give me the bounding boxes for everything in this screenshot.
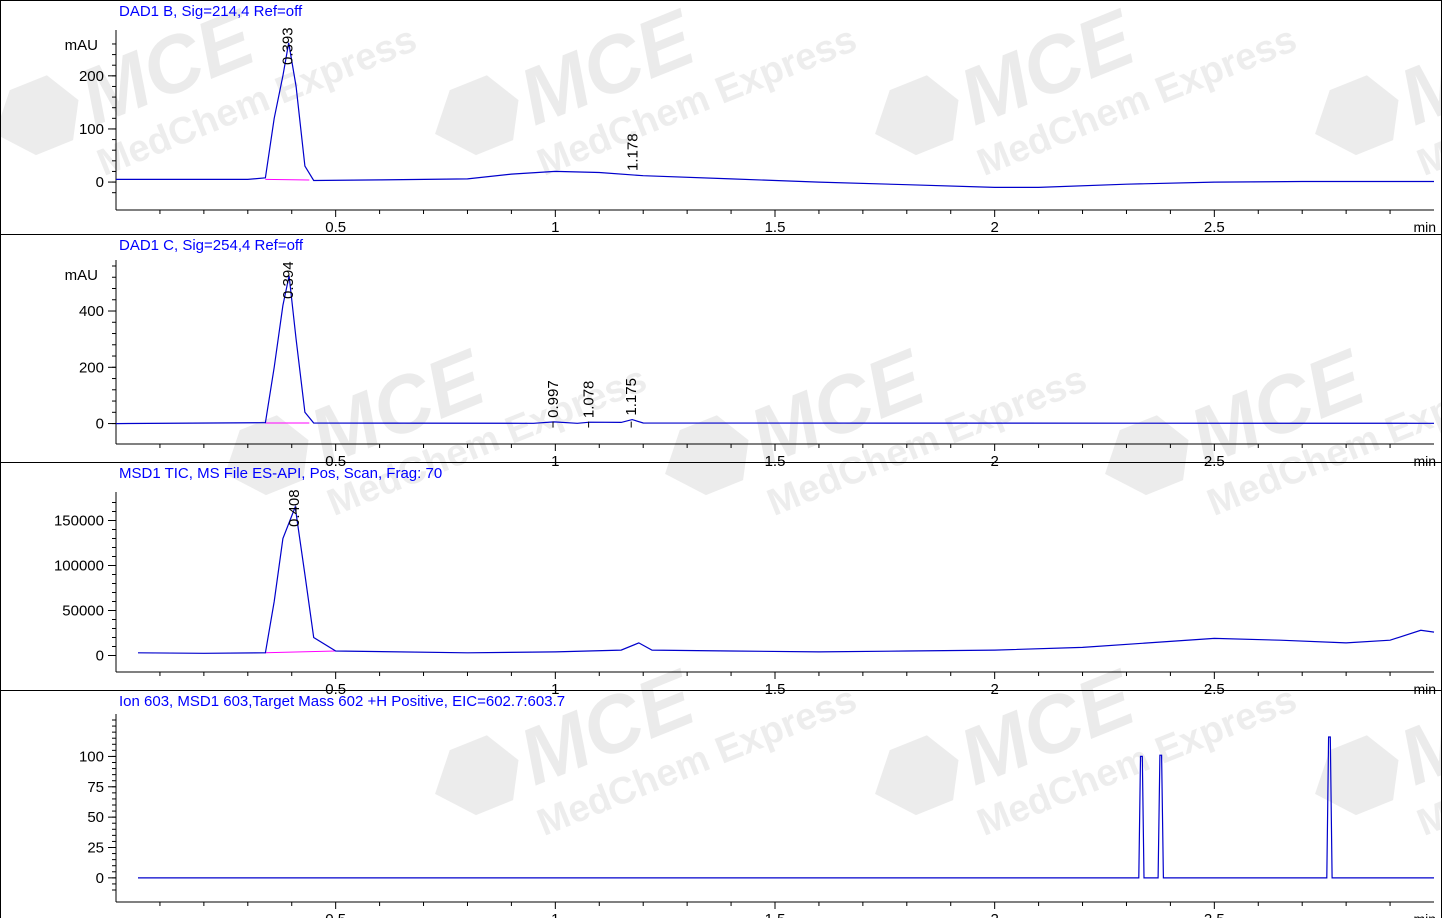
x-tick-label: 1.5 — [765, 681, 786, 698]
y-tick-label: 100 — [79, 748, 104, 765]
x-tick-label: 2 — [990, 681, 998, 698]
y-tick-label: 0 — [96, 648, 104, 665]
y-tick-label: 200 — [79, 359, 104, 376]
integration-baseline — [265, 178, 310, 181]
x-unit-label: min — [1413, 453, 1436, 469]
y-tick-label: 100 — [79, 121, 104, 138]
x-tick-label: 1 — [551, 219, 559, 236]
x-tick-label: 1 — [551, 681, 559, 698]
peak-label: 0.394 — [280, 261, 297, 299]
panel-frame — [0, 0, 1442, 235]
panel-3: MSD1 TIC, MS File ES-API, Pos, Scan, Fra… — [0, 462, 1442, 698]
y-tick-label: 100000 — [54, 558, 104, 575]
panel-title: Ion 603, MSD1 603,Target Mass 602 +H Pos… — [119, 693, 565, 710]
peak-label: 0.408 — [286, 489, 303, 527]
peak-label: 1.178 — [625, 133, 642, 171]
integration-baseline — [265, 650, 336, 654]
y-axis-label: mAU — [65, 267, 98, 284]
y-tick-label: 400 — [79, 303, 104, 320]
y-tick-label: 50 — [87, 809, 104, 826]
x-tick-label: 2 — [990, 219, 998, 236]
panel-title: DAD1 C, Sig=254,4 Ref=off — [119, 237, 304, 254]
x-tick-label: 1 — [551, 911, 559, 918]
y-tick-label: 50000 — [62, 603, 104, 620]
peak-label: 1.175 — [623, 378, 640, 416]
signal-trace — [115, 275, 1435, 425]
signal-trace — [137, 504, 1435, 654]
y-tick-label: 200 — [79, 68, 104, 85]
x-tick-label: 0.5 — [325, 911, 346, 918]
x-tick-label: 1.5 — [765, 911, 786, 918]
y-tick-label: 0 — [96, 870, 104, 887]
y-tick-label: 75 — [87, 779, 104, 796]
x-tick-label: 0.5 — [325, 219, 346, 236]
x-unit-label: min — [1413, 911, 1436, 918]
x-unit-label: min — [1413, 219, 1436, 235]
panel-title: MSD1 TIC, MS File ES-API, Pos, Scan, Fra… — [119, 465, 442, 482]
y-tick-label: 0 — [96, 174, 104, 191]
x-tick-label: 2 — [990, 453, 998, 470]
y-tick-label: 150000 — [54, 513, 104, 530]
x-tick-label: 2.5 — [1204, 911, 1225, 918]
panel-frame — [0, 462, 1442, 691]
x-tick-label: 2.5 — [1204, 453, 1225, 470]
x-tick-label: 1 — [551, 453, 559, 470]
x-tick-label: 2.5 — [1204, 219, 1225, 236]
signal-trace — [138, 736, 1434, 879]
x-tick-label: 0.5 — [325, 453, 346, 470]
x-tick-label: 2.5 — [1204, 681, 1225, 698]
panel-4: Ion 603, MSD1 603,Target Mass 602 +H Pos… — [0, 690, 1442, 918]
x-tick-label: 0.5 — [325, 681, 346, 698]
y-tick-label: 0 — [96, 416, 104, 433]
x-tick-label: 1.5 — [765, 219, 786, 236]
peak-label: 1.078 — [581, 381, 598, 419]
peak-label: 0.997 — [545, 380, 562, 418]
signal-trace — [116, 42, 1434, 188]
y-tick-label: 25 — [87, 840, 104, 857]
peak-label: 0.393 — [280, 27, 297, 65]
y-axis-label: mAU — [65, 37, 98, 54]
x-tick-label: 2 — [990, 911, 998, 918]
panel-title: DAD1 B, Sig=214,4 Ref=off — [119, 3, 303, 20]
panel-frame — [0, 690, 1442, 918]
x-unit-label: min — [1413, 681, 1436, 697]
panel-2: DAD1 C, Sig=254,4 Ref=off 0 200 400 mAU 0.5 1 1… — [0, 234, 1442, 470]
panel-1: DAD1 B, Sig=214,4 Ref=off 0 100 200 mAU 0.5 1 1… — [0, 0, 1442, 236]
panel-frame — [0, 234, 1442, 463]
x-tick-label: 1.5 — [765, 453, 786, 470]
